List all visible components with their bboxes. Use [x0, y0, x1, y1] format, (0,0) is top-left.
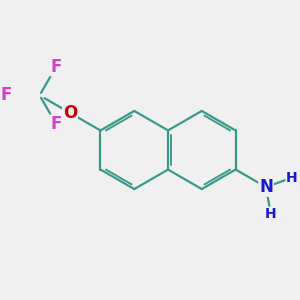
Text: O: O — [63, 104, 77, 122]
Text: N: N — [259, 178, 273, 196]
Text: F: F — [50, 115, 62, 133]
Text: H: H — [265, 207, 277, 221]
Text: F: F — [1, 86, 12, 104]
Text: F: F — [50, 58, 62, 76]
Text: H: H — [286, 171, 298, 185]
